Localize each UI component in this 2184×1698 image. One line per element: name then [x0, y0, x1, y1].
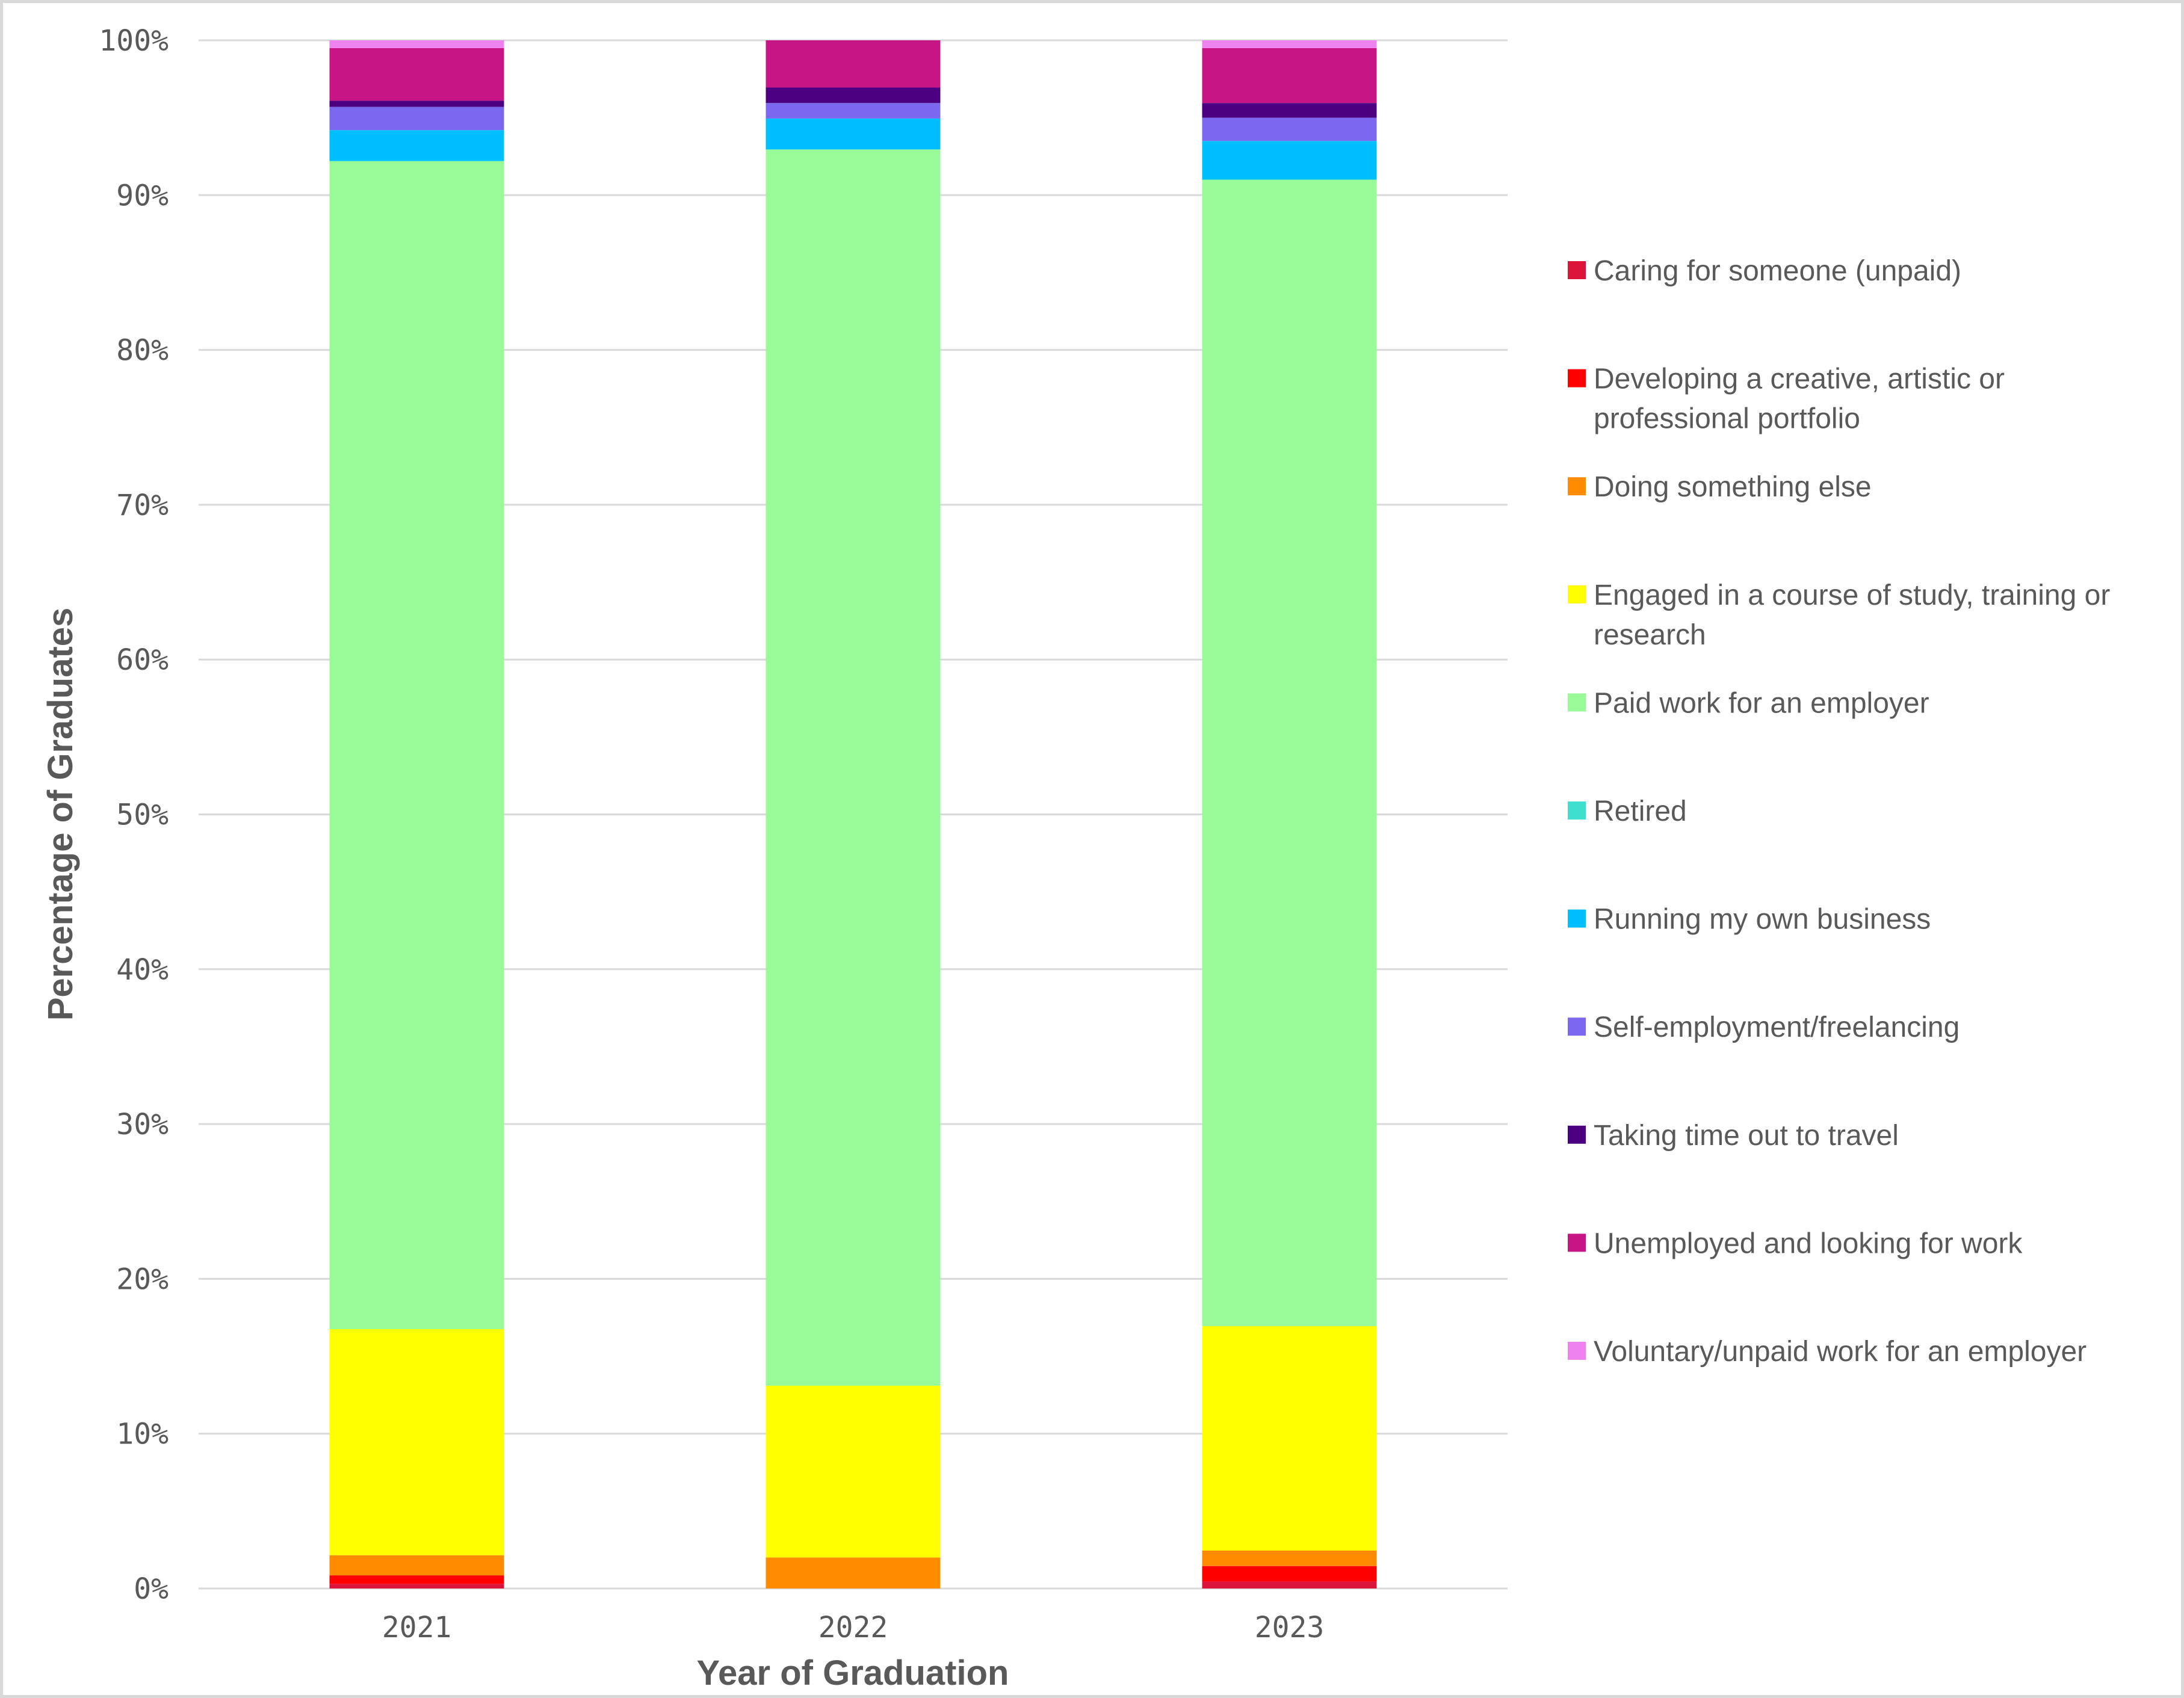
x-axis-ticks: 2021 2022 2023 [382, 1611, 1325, 1644]
legend-item: Voluntary/unpaid work for an employer [1568, 1336, 2087, 1368]
bar-segment [329, 1575, 504, 1584]
bar-stack-2022 [766, 40, 941, 1588]
bar-segment [1202, 1566, 1377, 1582]
legend-swatch [1568, 1125, 1586, 1144]
y-tick-label: 100% [99, 24, 169, 58]
y-tick-label: 70% [116, 489, 169, 522]
bar-segment [329, 130, 504, 161]
bar-segment [329, 1555, 504, 1576]
y-tick-label: 50% [116, 798, 169, 832]
bar-segment [329, 48, 504, 101]
legend-item: Doing something else [1568, 471, 1872, 503]
legend-label: Running my own business [1594, 904, 1931, 936]
bars [329, 40, 1377, 1588]
y-tick-label: 90% [116, 179, 169, 212]
y-tick-label: 80% [116, 334, 169, 368]
legend-swatch [1568, 693, 1586, 712]
legend-label: Doing something else [1594, 471, 1872, 503]
bar-segment [766, 1385, 941, 1558]
bar-segment [329, 1329, 504, 1555]
bar-segment [766, 118, 941, 150]
legend-label: Unemployed and looking for work [1594, 1227, 2023, 1259]
legend-item: Taking time out to travel [1568, 1120, 1899, 1152]
legend-item: Unemployed and looking for work [1568, 1227, 2023, 1259]
legend-label: Retired [1594, 795, 1687, 827]
bar-segment [766, 87, 941, 103]
y-axis-ticks: 0% 10% 20% 30% 40% 50% 60% 70% 80% 90% 100% [99, 24, 169, 1606]
legend-label: professional portfolio [1594, 403, 1860, 435]
legend-item: Self-employment/freelancing [1568, 1011, 1960, 1043]
legend-label: Taking time out to travel [1594, 1120, 1899, 1152]
legend-label: Caring for someone (unpaid) [1594, 255, 1961, 287]
bar-segment [766, 1557, 941, 1588]
y-tick-label: 10% [116, 1418, 169, 1451]
stacked-bar-chart: 0%10%20%30%40%50%60%70%80%90%100% 2021 20… [41, 24, 2110, 1693]
legend-label: Engaged in a course of study, training o… [1594, 579, 2110, 611]
legend-label: research [1594, 619, 1706, 651]
legend-swatch [1568, 1342, 1586, 1360]
bar-stack-2023 [1202, 40, 1377, 1588]
bar-segment [1202, 1550, 1377, 1566]
bar-segment [1202, 103, 1377, 118]
y-axis-title: Percentage of Graduates [41, 608, 80, 1021]
legend-swatch [1568, 369, 1586, 387]
legend-swatch [1568, 261, 1586, 279]
legend-item: Running my own business [1568, 904, 1931, 936]
bar-segment [329, 100, 504, 107]
y-tick-label: 0% [134, 1572, 169, 1606]
bar-segment [1202, 117, 1377, 141]
bar-segment [329, 40, 504, 48]
bar-segment [1202, 141, 1377, 180]
x-tick-label: 2023 [1255, 1611, 1325, 1644]
bar-segment [329, 161, 504, 1330]
legend: Caring for someone (unpaid) Developing a … [1568, 255, 2110, 1368]
bar-segment [1202, 179, 1377, 1326]
x-tick-label: 2022 [818, 1611, 888, 1644]
y-tick-label: 30% [116, 1108, 169, 1141]
legend-swatch [1568, 477, 1586, 496]
y-tick-label: 40% [116, 953, 169, 987]
legend-swatch [1568, 909, 1586, 928]
bar-segment [766, 103, 941, 119]
legend-item: Caring for someone (unpaid) [1568, 255, 1961, 287]
bar-segment [766, 149, 941, 1386]
bar-stack-2021 [329, 40, 504, 1588]
bar-segment [1202, 48, 1377, 103]
bar-segment [1202, 40, 1377, 48]
legend-label: Self-employment/freelancing [1594, 1011, 1960, 1043]
y-tick-label: 20% [116, 1262, 169, 1296]
legend-swatch [1568, 585, 1586, 604]
legend-label: Paid work for an employer [1594, 687, 1929, 719]
legend-swatch [1568, 1017, 1586, 1036]
bar-segment [1202, 1326, 1377, 1551]
legend-label: Developing a creative, artistic or [1594, 363, 2005, 395]
legend-label: Voluntary/unpaid work for an employer [1594, 1336, 2087, 1368]
x-axis-title: Year of Graduation [697, 1653, 1009, 1693]
bar-segment [1202, 1581, 1377, 1588]
legend-item: Retired [1568, 795, 1687, 827]
legend-item: Engaged in a course of study, training o… [1568, 579, 2110, 651]
bar-segment [329, 1584, 504, 1588]
legend-item: Developing a creative, artistic or profes… [1568, 363, 2005, 435]
x-tick-label: 2021 [382, 1611, 452, 1644]
legend-swatch [1568, 801, 1586, 820]
legend-item: Paid work for an employer [1568, 687, 1929, 719]
legend-swatch [1568, 1233, 1586, 1252]
bar-segment [766, 40, 941, 88]
y-tick-label: 60% [116, 643, 169, 677]
bar-segment [329, 107, 504, 131]
